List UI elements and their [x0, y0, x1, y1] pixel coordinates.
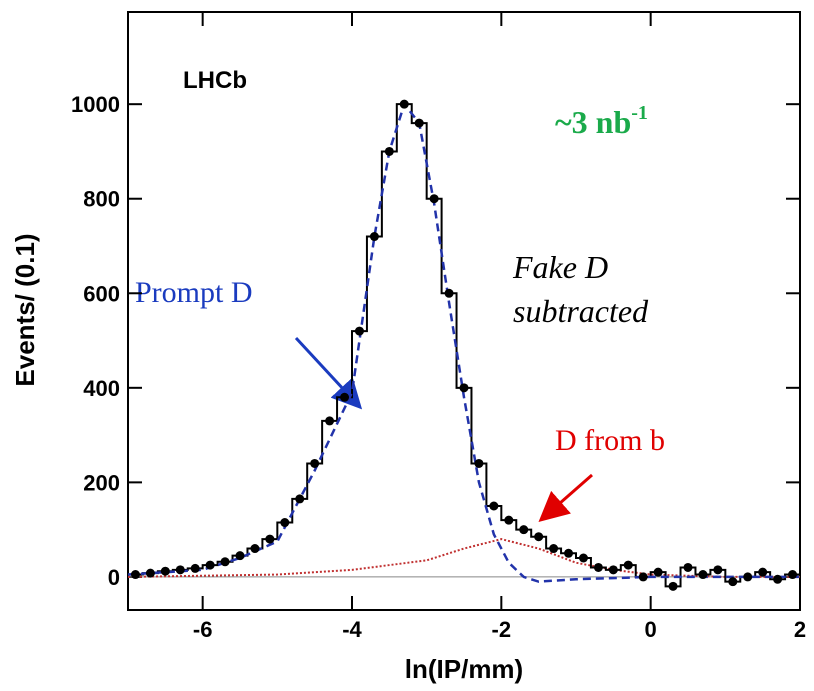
- data-point: [713, 565, 723, 575]
- data-point: [564, 548, 574, 558]
- data-point: [668, 581, 678, 591]
- data-point: [743, 572, 753, 582]
- plot-frame: [127, 11, 801, 611]
- data-point: [683, 562, 693, 572]
- data-point: [145, 568, 155, 578]
- data-point: [429, 194, 439, 204]
- data-point: [130, 570, 140, 580]
- y-tick-label: 600: [83, 281, 120, 306]
- y-tick-label: 800: [83, 187, 120, 212]
- data-point: [593, 562, 603, 572]
- data-point: [399, 99, 409, 109]
- data-point: [549, 544, 559, 554]
- data-point: [534, 532, 544, 542]
- luminosity: ~3 nb-1: [555, 102, 648, 140]
- x-tick-label: -6: [193, 617, 213, 642]
- experiment-label: LHCb: [183, 67, 247, 94]
- data-point: [414, 118, 424, 128]
- data-point: [205, 560, 215, 570]
- data-point: [340, 392, 350, 402]
- prompt-label: Prompt D: [135, 276, 253, 309]
- total-histogram: [128, 103, 800, 588]
- data-point: [773, 574, 783, 584]
- data-point: [354, 326, 364, 336]
- data-point: [310, 458, 320, 468]
- y-tick-label: 1000: [71, 92, 120, 117]
- data-point: [788, 570, 798, 580]
- data-point: [608, 565, 618, 575]
- data-point: [325, 416, 335, 426]
- data-point: [459, 383, 469, 393]
- data-point: [728, 577, 738, 587]
- data-point: [265, 534, 275, 544]
- data-point: [280, 518, 290, 528]
- b-label: D from b: [555, 424, 665, 457]
- note: subtracted: [513, 293, 649, 329]
- x-tick-label: -4: [342, 617, 362, 642]
- fit-curve: [127, 538, 800, 578]
- data-point: [623, 560, 633, 570]
- y-tick-label: 0: [108, 565, 120, 590]
- fit-curve: [127, 101, 800, 583]
- y-tick-label: 200: [83, 470, 120, 495]
- lumi-text: ~3 nb: [555, 104, 631, 140]
- data-point: [519, 525, 529, 535]
- x-tick-label: -2: [492, 617, 512, 642]
- arrow: [294, 336, 363, 410]
- data-point: [474, 458, 484, 468]
- data-point: [369, 232, 379, 242]
- data-point: [758, 567, 768, 577]
- data-point: [175, 565, 185, 575]
- data-point: [160, 566, 170, 576]
- x-tick-label: 0: [645, 617, 657, 642]
- data-point: [504, 515, 514, 525]
- data-point: [638, 572, 648, 582]
- data-point: [578, 553, 588, 563]
- data-point: [489, 501, 499, 511]
- data-point: [190, 563, 200, 573]
- y-axis-label: Events/ (0.1): [10, 233, 40, 386]
- data-point: [444, 288, 454, 298]
- data-point: [698, 570, 708, 580]
- data-point: [295, 494, 305, 504]
- data-point: [653, 567, 663, 577]
- x-axis-label: ln(IP/mm): [405, 654, 523, 684]
- lumi-exp: -1: [631, 102, 648, 124]
- data-point: [384, 146, 394, 156]
- y-tick-label: 400: [83, 376, 120, 401]
- arrow: [538, 473, 593, 522]
- note: Fake D: [512, 249, 608, 285]
- data-point: [220, 557, 230, 567]
- data-point: [235, 551, 245, 561]
- data-point: [250, 544, 260, 554]
- x-tick-label: 2: [794, 617, 806, 642]
